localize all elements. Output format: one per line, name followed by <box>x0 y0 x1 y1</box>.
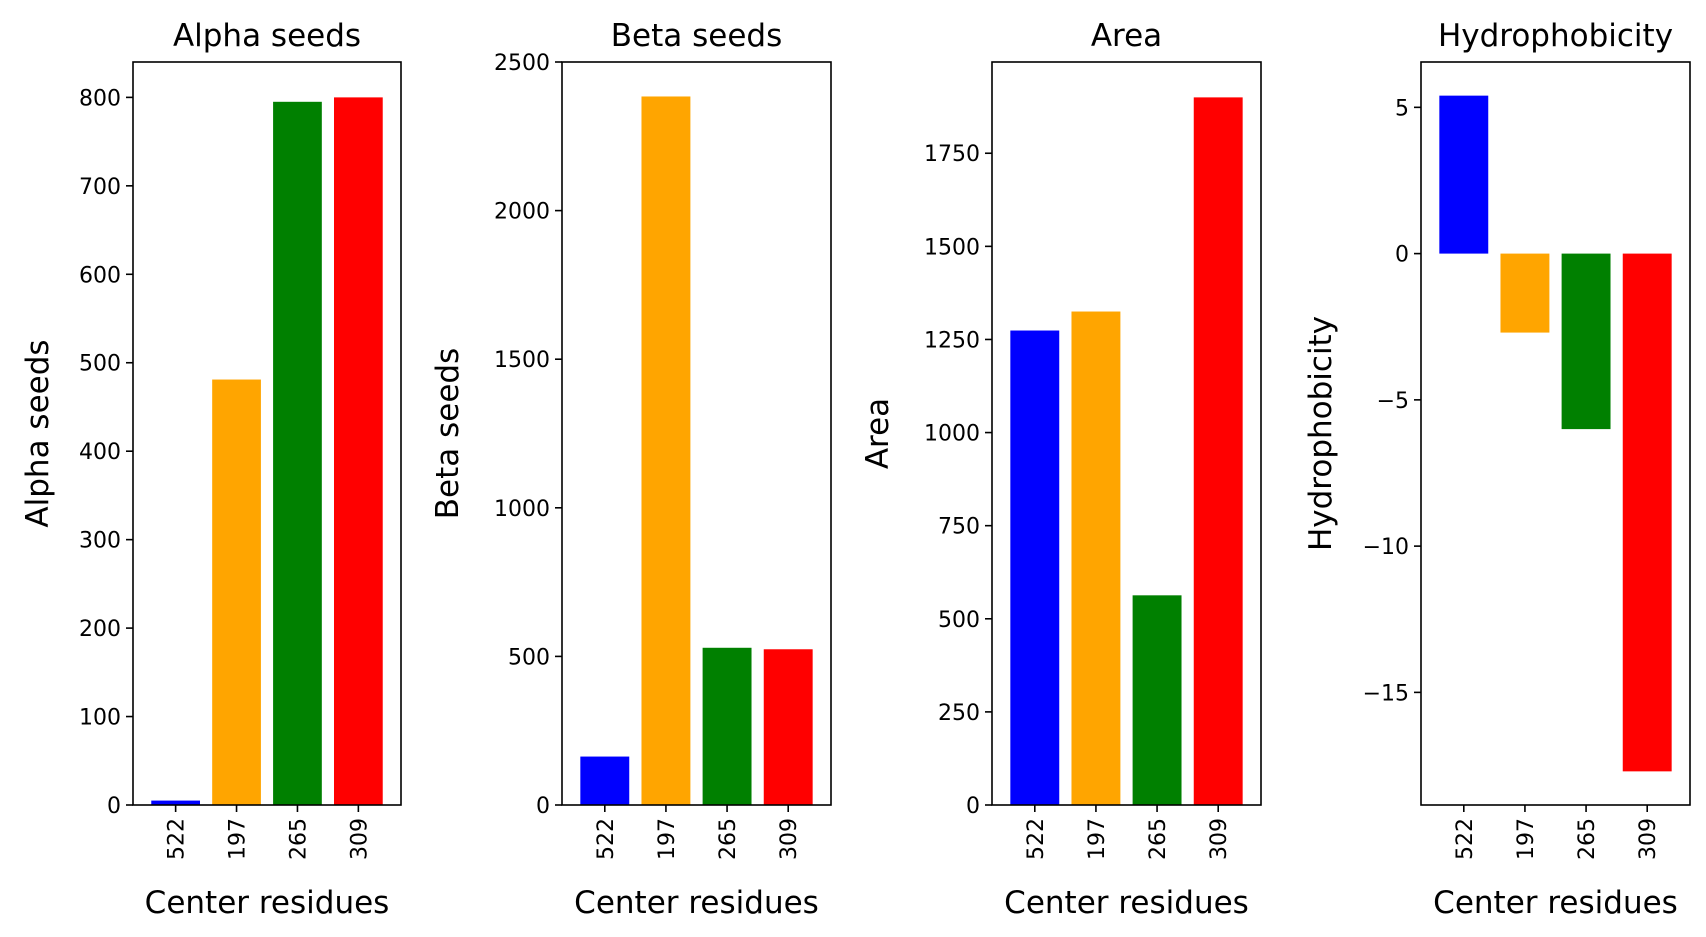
y-tick-label: 2000 <box>494 200 550 225</box>
y-axis-label: Area <box>860 398 896 469</box>
x-tick-label: 265 <box>286 818 311 860</box>
axes-frame <box>1420 61 1691 806</box>
chart-title: Beta seeds <box>611 18 782 54</box>
y-tick-label: 0 <box>536 794 550 819</box>
y-tick-label: 1750 <box>924 142 980 167</box>
y-tick-label: 750 <box>938 515 980 540</box>
y-tick-label: 500 <box>508 645 550 670</box>
y-tick-label: 600 <box>79 263 121 288</box>
bar-197 <box>1500 253 1550 333</box>
y-tick-label: −5 <box>1377 389 1409 414</box>
x-tick-label: 197 <box>1085 818 1110 860</box>
y-tick-label: 200 <box>79 617 121 642</box>
bar-309 <box>1622 253 1672 772</box>
y-tick-label: 1000 <box>494 497 550 522</box>
bar-197 <box>641 96 691 806</box>
axes-frame <box>561 61 832 806</box>
y-tick-label: 2500 <box>494 51 550 76</box>
y-tick-label: 5 <box>1395 96 1409 121</box>
chart-title: Alpha seeds <box>173 18 361 54</box>
y-tick-label: 300 <box>79 529 121 554</box>
y-tick-label: 1250 <box>924 328 980 353</box>
y-tick-label: −15 <box>1363 681 1409 706</box>
bar-309 <box>334 97 383 805</box>
bar-265 <box>702 647 752 805</box>
x-tick-label: 197 <box>655 818 680 860</box>
y-tick-label: 1500 <box>494 348 550 373</box>
y-tick-label: 0 <box>107 794 121 819</box>
y-tick-label: 500 <box>938 608 980 633</box>
y-tick-label: 400 <box>79 440 121 465</box>
x-axis-label: Center residues <box>1004 885 1249 921</box>
y-tick-label: 700 <box>79 175 121 200</box>
chart-panel-3: 0 250 500 750 1000 1250 1500 1750 522 197 265 309 Ar… <box>860 18 1262 921</box>
x-tick-label: 309 <box>1207 818 1232 860</box>
y-axis-label: Hydrophobicity <box>1303 316 1339 551</box>
y-tick-label: 0 <box>966 794 980 819</box>
x-tick-label: 309 <box>777 818 802 860</box>
y-tick-label: 0 <box>1395 243 1409 268</box>
x-tick-label: 309 <box>347 818 372 860</box>
y-tick-label: 800 <box>79 86 121 111</box>
x-tick-label: 265 <box>1575 818 1600 860</box>
chart-title: Area <box>1091 18 1162 54</box>
x-tick-label: 522 <box>594 818 619 860</box>
x-axis-label: Center residues <box>574 885 819 921</box>
bar-522 <box>580 756 630 805</box>
bar-522 <box>151 800 200 805</box>
x-tick-label: 522 <box>1024 818 1049 860</box>
chart-panel-4: 5 0 −5 −10 −15 522 197 265 309 Hydrophobicity Cent… <box>1303 18 1691 921</box>
y-axis-label: Alpha seeds <box>20 339 56 527</box>
chart-panel-1: 0 100 200 300 400 500 600 700 800 522 197 265 309 Alp… <box>20 18 402 921</box>
bar-265 <box>273 101 322 806</box>
bar-522 <box>1439 95 1489 254</box>
bar-197 <box>1071 311 1121 805</box>
chart-title: Hydrophobicity <box>1438 18 1673 54</box>
y-tick-label: 1000 <box>924 422 980 447</box>
y-tick-label: 1500 <box>924 235 980 260</box>
axes-frame <box>132 61 402 806</box>
bar-309 <box>1193 97 1243 805</box>
y-tick-label: −10 <box>1363 535 1409 560</box>
y-tick-label: 100 <box>79 706 121 731</box>
x-axis-label: Center residues <box>145 885 390 921</box>
y-axis-label: Beta seeds <box>430 348 466 519</box>
x-tick-label: 197 <box>226 818 251 860</box>
x-tick-label: 197 <box>1514 818 1539 860</box>
x-axis-label: Center residues <box>1433 885 1678 921</box>
bar-309 <box>763 649 813 805</box>
x-tick-label: 522 <box>165 818 190 860</box>
x-tick-label: 522 <box>1453 818 1478 860</box>
bar-265 <box>1132 595 1182 805</box>
chart-panel-2: 0 500 1000 1500 2000 2500 522 197 265 309 Beta see… <box>430 18 832 921</box>
bar-522 <box>1010 330 1060 805</box>
y-tick-label: 500 <box>79 352 121 377</box>
bar-197 <box>212 379 261 805</box>
y-tick-label: 250 <box>938 701 980 726</box>
bar-265 <box>1561 253 1611 430</box>
x-tick-label: 265 <box>1146 818 1171 860</box>
x-tick-label: 309 <box>1636 818 1661 860</box>
x-tick-label: 265 <box>716 818 741 860</box>
axes-frame <box>991 61 1262 806</box>
